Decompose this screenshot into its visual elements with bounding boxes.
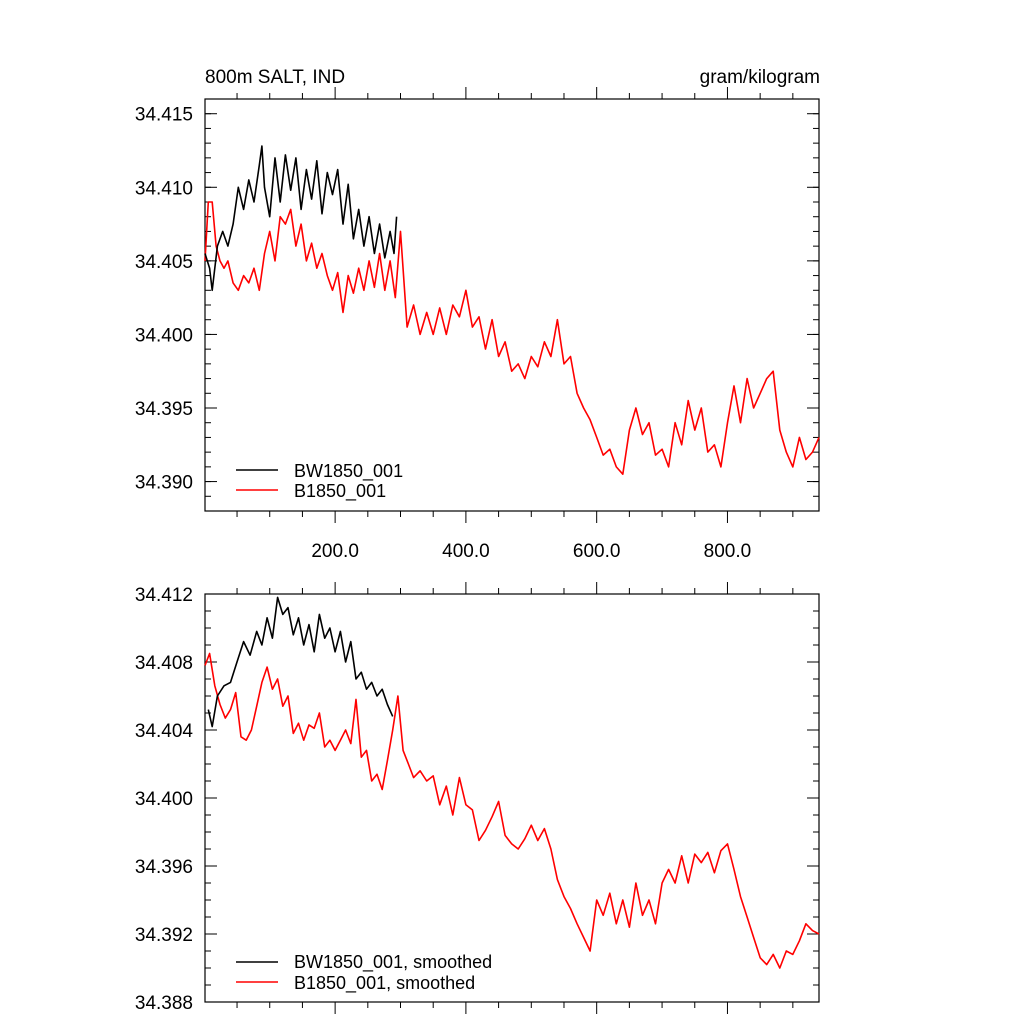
top-chart-units: gram/kilogram: [700, 67, 820, 88]
bottom-legend-label-b1850: B1850_001, smoothed: [294, 973, 475, 994]
top-y-tick-label: 34.415: [135, 105, 193, 126]
top-axis-ticks: [205, 87, 819, 523]
bottom-y-tick-label: 34.392: [135, 925, 193, 946]
bottom-y-tick-label: 34.412: [135, 585, 193, 606]
top-series-lines: [204, 145, 820, 476]
top-chart-title: 800m SALT, IND: [205, 67, 345, 88]
top-panel: 800m SALT, IND gram/kilogram 34.39034.39…: [135, 67, 820, 562]
top-series-line-b1850: [204, 201, 820, 476]
top-plot-frame: [204, 98, 820, 512]
bottom-axis-ticks: [205, 582, 819, 1014]
bottom-y-tick-label: 34.404: [135, 721, 194, 742]
bottom-series-lines: [204, 596, 820, 969]
bottom-series-line-b1850: [204, 652, 820, 969]
top-x-tick-label: 400.0: [442, 541, 490, 562]
bottom-tick-labels: 34.388 34.392 34.396 34.400 34.404 34.408 34.4…: [135, 585, 194, 1014]
top-x-tick-label: 600.0: [573, 541, 621, 562]
top-y-tick-label: 34.390: [135, 473, 193, 494]
top-y-tick-label: 34.405: [135, 252, 193, 273]
bottom-plot-frame: [204, 593, 820, 1003]
bottom-series-line-bw1850: [207, 596, 394, 728]
bottom-legend-label-bw1850: BW1850_001, smoothed: [294, 952, 492, 973]
bottom-panel: 34.388 34.392 34.396 34.400 34.404 34.408 34.4…: [135, 582, 820, 1014]
top-y-tick-label: 34.400: [135, 325, 193, 346]
top-legend-label-bw1850: BW1850_001: [294, 461, 403, 482]
top-y-tick-label: 34.410: [135, 178, 193, 199]
bottom-y-tick-label: 34.408: [135, 653, 193, 674]
top-legend-label-b1850: B1850_001: [294, 481, 386, 502]
top-series-line-bw1850: [204, 145, 398, 292]
bottom-legend: BW1850_001, smoothed B1850_001, smoothed: [236, 952, 492, 994]
top-legend: BW1850_001 B1850_001: [236, 461, 403, 502]
bottom-y-tick-label: 34.400: [135, 789, 193, 810]
top-x-tick-label: 800.0: [704, 541, 752, 562]
top-tick-labels: 34.390 34.395 34.400 34.405 34.410 34.415 200.…: [135, 105, 751, 562]
bottom-y-tick-label: 34.396: [135, 857, 193, 878]
top-y-tick-label: 34.395: [135, 399, 193, 420]
bottom-y-tick-label: 34.388: [135, 993, 193, 1014]
top-x-tick-label: 200.0: [311, 541, 359, 562]
